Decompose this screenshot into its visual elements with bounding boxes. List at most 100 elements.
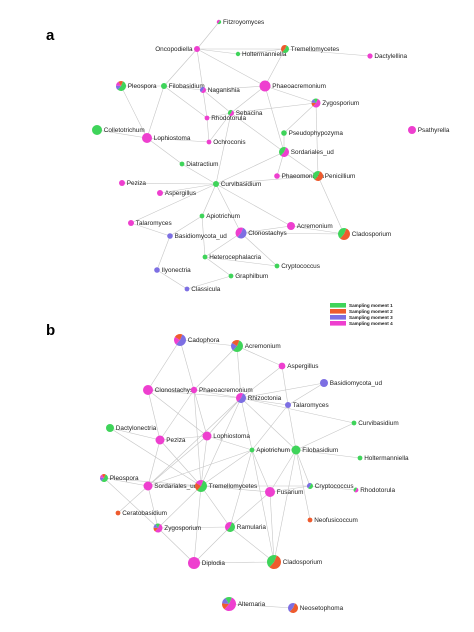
node-pie-slice [311, 99, 316, 103]
node-label: Alternaria [238, 601, 266, 608]
node-label: Rhodotorula [211, 115, 246, 122]
edge-filo-cryp [295, 449, 311, 487]
edge-basi-tala [130, 222, 171, 237]
node-pie-slice [224, 597, 237, 611]
panel-a-label: a [46, 27, 55, 44]
node-cryp: Cryptococcus [274, 263, 320, 270]
node-label: Heterocephalacria [209, 254, 261, 261]
edge-fusa-ramu [229, 491, 271, 528]
node-label: Diplodia [202, 560, 226, 567]
edge-loph-coll [96, 129, 148, 139]
node-phaeo: Phaeomoniella [274, 173, 324, 180]
node-pie-slice [289, 603, 299, 614]
node-filo: Filobasidium [291, 445, 338, 455]
node-marker [408, 126, 416, 134]
node-pie-slice [101, 474, 109, 483]
node-ramu: Ramularia [225, 522, 266, 533]
node-pie-slice [229, 110, 234, 116]
edge-clon-cryp [240, 232, 278, 267]
node-pie-slice [267, 554, 277, 568]
edge-trem-ramu [200, 485, 231, 528]
edge-cado-acre [179, 339, 238, 347]
edge-curv-pezi [121, 182, 217, 185]
edge-seba-sord [230, 112, 285, 153]
node-marker [228, 273, 234, 279]
edge-tala-basi [287, 382, 325, 406]
node-pie-slice [237, 393, 246, 403]
node-marker [281, 130, 287, 136]
edge-dact-peze [109, 427, 161, 441]
node-dact: Dactylellina [367, 53, 408, 60]
edge-loph-diat [146, 137, 183, 165]
node-marker [154, 267, 160, 273]
node-label: Cryptococcus [281, 263, 320, 270]
legend-label-m4: Sampling moment 4 [349, 321, 393, 326]
node-marker [115, 510, 121, 516]
node-pie-slice [101, 474, 106, 478]
node-diat: Diatractium [179, 161, 219, 168]
node-pie-slice [279, 147, 286, 156]
node-label: Rhizoctonia [248, 395, 282, 402]
edge-hete-cryp [204, 256, 278, 267]
node-label: Ochroconis [213, 139, 245, 146]
node-label: Ilyonectria [162, 267, 192, 274]
edge-apio-basi [169, 215, 203, 237]
node-label: Acremonium [297, 223, 333, 230]
edge-pleo-zygo [103, 477, 159, 529]
node-zygo: Zygosporium [153, 523, 201, 533]
edge-phae-sord [264, 85, 285, 153]
edge-filo-clad [273, 449, 297, 563]
edge-loph-ochr [146, 137, 210, 143]
edge-phae-loph [193, 389, 208, 437]
node-pezi: Peziza [119, 180, 146, 187]
legend-label-m1: Sampling moment 1 [349, 303, 393, 308]
edge-sord-curv [215, 151, 285, 185]
node-ilyo: Ilyonectria [154, 267, 191, 274]
edge-clon-peze [147, 389, 161, 441]
node-marker [320, 379, 328, 387]
node-marker [119, 180, 125, 186]
node-marker [190, 386, 198, 394]
edge-rhiz-trem [200, 397, 242, 487]
node-marker [143, 385, 153, 395]
node-psat: Psathyrella [408, 126, 450, 134]
edge-clon-acre [240, 225, 292, 234]
node-marker [106, 424, 114, 432]
edge-phae-rhiz [193, 389, 242, 399]
node-label: Holtermanniella [364, 455, 409, 462]
node-label: Zygosporium [322, 100, 359, 107]
node-curv: Curvibasidium [213, 181, 261, 188]
node-marker [249, 447, 255, 453]
edge-aspe-rhiz [240, 365, 283, 399]
edge-apio-trem [200, 449, 253, 487]
node-pie-slice [338, 228, 347, 239]
node-label: Lophiostoma [213, 433, 250, 440]
edge-seba-rhod [206, 112, 232, 119]
node-peni: Penicillium [313, 171, 356, 182]
node-pie-slice [155, 523, 160, 528]
node-label: Neofusicoccum [314, 517, 358, 524]
node-label: Holtermanniella [242, 51, 287, 58]
node-marker [184, 286, 190, 292]
node-label: Phaeoacremonium [272, 83, 326, 90]
node-hete: Heterocephalacria [202, 254, 262, 261]
edge-clon-loph [147, 389, 208, 437]
edge-zygo-seba [230, 102, 317, 114]
panel-b-label: b [46, 322, 55, 339]
node-label: Penicillium [325, 173, 356, 180]
node-basi: Basidiomycota_ud [320, 379, 382, 387]
node-marker [202, 254, 208, 260]
node-seba: Sebacina [227, 110, 263, 117]
legend-label-m2: Sampling moment 2 [349, 309, 393, 314]
node-pie-slice [118, 80, 123, 86]
node-clas: Classicula [184, 286, 221, 293]
node-pie-slice [155, 523, 163, 533]
node-loph: Lophiostoma [142, 133, 191, 143]
node-grap: Graphilbum [228, 273, 268, 280]
node-label: Sordariales_ud [291, 149, 334, 156]
node-pie-slice [269, 555, 282, 570]
node-label: Tremellomycetes [291, 46, 339, 53]
node-marker [213, 181, 219, 187]
node-pie-slice [231, 342, 237, 351]
